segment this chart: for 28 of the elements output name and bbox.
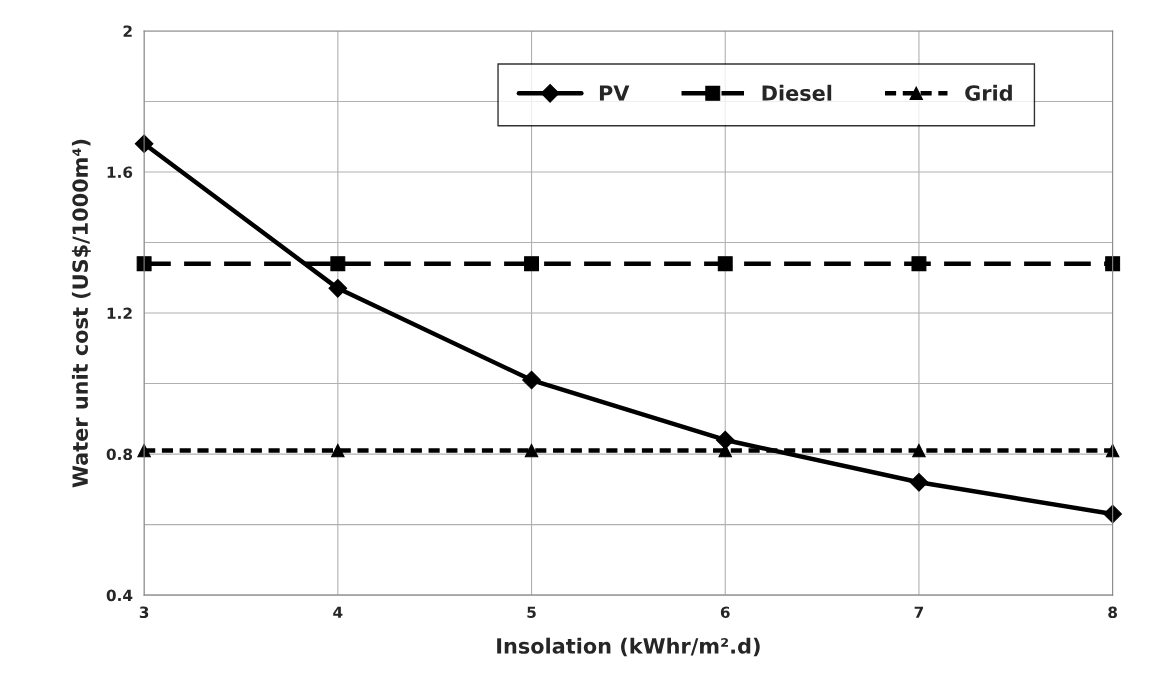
point bbox=[331, 443, 345, 458]
x-axis-title: Insolation (kWhr/m².d) bbox=[497, 637, 760, 657]
y-tick-label: 1.2 bbox=[107, 307, 132, 319]
point bbox=[715, 430, 735, 450]
y-tick-label: 1.6 bbox=[107, 166, 133, 179]
legend-label: Grid bbox=[965, 84, 1012, 101]
point bbox=[909, 472, 929, 492]
point bbox=[522, 370, 541, 390]
point bbox=[524, 443, 539, 458]
x-tick-label: 6 bbox=[720, 606, 730, 619]
x-tick-label: 8 bbox=[1108, 606, 1118, 619]
point bbox=[911, 256, 927, 272]
legend-label: PV bbox=[599, 85, 630, 101]
x-tick-label: 4 bbox=[333, 606, 343, 618]
legend-label: Diesel bbox=[762, 84, 832, 101]
point bbox=[1105, 256, 1121, 272]
point bbox=[328, 279, 348, 298]
x-tick-label: 7 bbox=[914, 606, 924, 618]
y-tick-label: 0.8 bbox=[106, 448, 133, 461]
x-tick-label: 3 bbox=[139, 606, 149, 619]
y-tick-label: 2 bbox=[123, 25, 132, 37]
point bbox=[912, 443, 926, 458]
point bbox=[330, 256, 346, 272]
point bbox=[524, 256, 539, 272]
y-axis-title: Water unit cost (US$/1000m⁴) bbox=[71, 139, 91, 488]
point bbox=[717, 256, 733, 272]
y-tick-label: 0.4 bbox=[106, 589, 133, 602]
x-tick-label: 5 bbox=[527, 606, 536, 619]
